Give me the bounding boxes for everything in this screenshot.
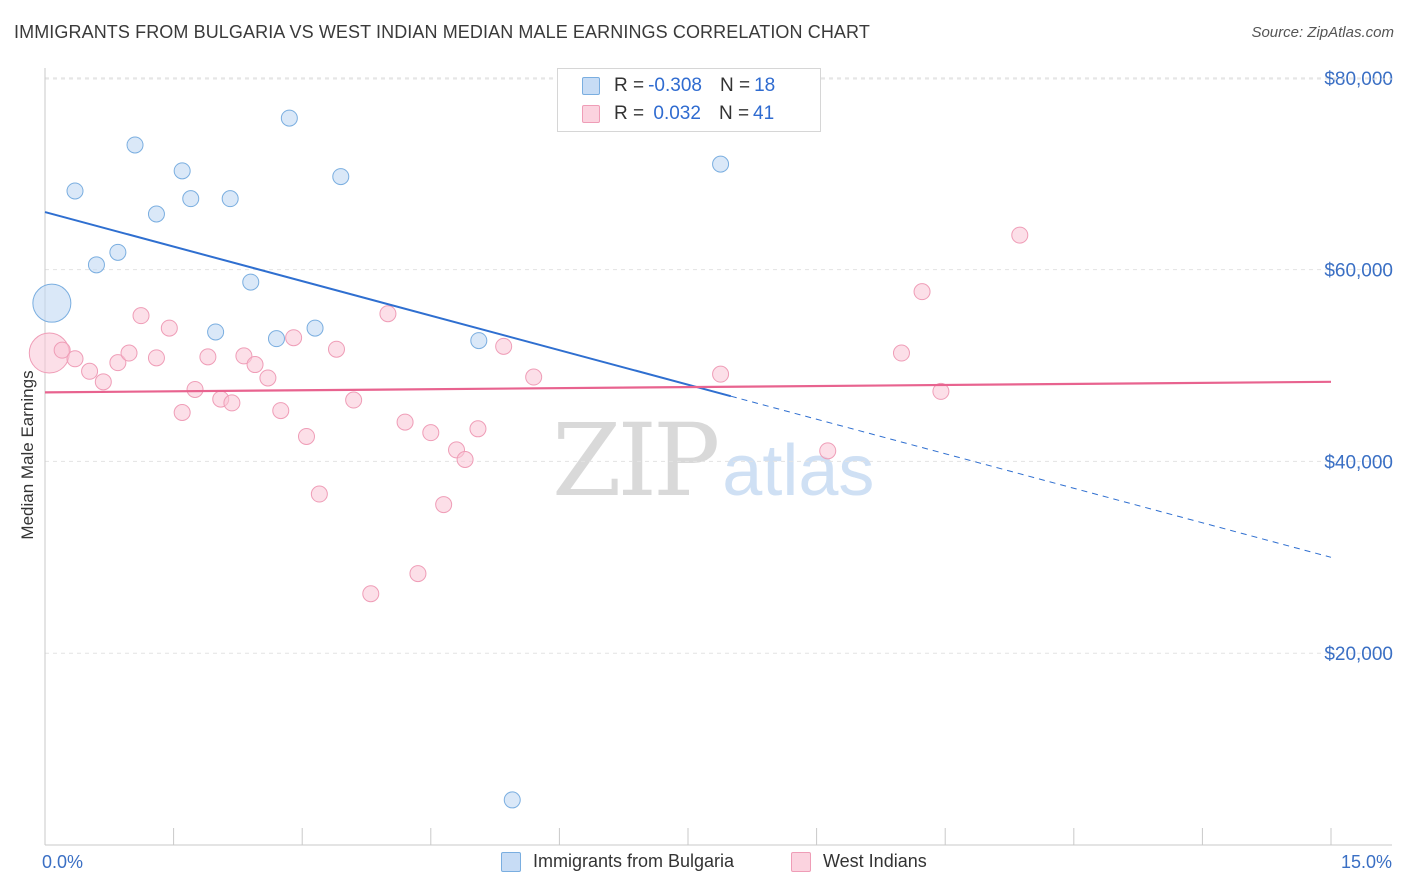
west-indians-point [379, 305, 397, 323]
bottom-legend-label: Immigrants from Bulgaria [533, 851, 735, 871]
west-indians-point [525, 368, 543, 386]
west-indians-point [422, 424, 440, 442]
bulgaria-point [267, 330, 285, 348]
west-indians-point [160, 319, 178, 337]
west-indians-point [199, 348, 217, 366]
legend-n-label: N = [719, 75, 751, 96]
bottom-legend-bulgaria: Immigrants from Bulgaria [501, 851, 734, 872]
x-axis-min-label: 0.0% [42, 852, 84, 872]
west-indians-point [120, 344, 138, 362]
bulgaria-point [503, 791, 521, 809]
correlation-legend: R = -0.308 N = 18 R = 0.032 N = 41 [557, 68, 821, 132]
west-indians-point [297, 427, 315, 445]
bulgaria-point [109, 243, 127, 261]
bulgaria-trend-extension [730, 395, 1332, 558]
bulgaria-point [66, 182, 84, 200]
legend-r-label: R = [614, 103, 645, 124]
west-indians-point [892, 344, 910, 362]
legend-row-bulgaria: R = -0.308 N = 18 [582, 73, 775, 99]
west-indians-point [285, 329, 303, 347]
west-indians-point [223, 394, 241, 412]
west-indians-point [819, 442, 837, 460]
west-indians-point [66, 350, 84, 368]
west-indians-point [396, 413, 414, 431]
west-indians-point [94, 373, 112, 391]
bulgaria-point [280, 109, 298, 127]
west-indians-point [81, 362, 99, 380]
bulgaria-point [207, 323, 225, 341]
bulgaria-point [470, 332, 488, 350]
west-indians-point [186, 380, 204, 398]
west-indians-point [132, 307, 150, 325]
west-indians-point [310, 485, 328, 503]
legend-r-value: 0.032 [648, 103, 701, 124]
legend-n-value: 18 [754, 75, 776, 96]
chart-title: IMMIGRANTS FROM BULGARIA VS WEST INDIAN … [14, 22, 870, 42]
bulgaria-point [712, 155, 730, 173]
west-indians-point [456, 450, 474, 468]
bulgaria-point [147, 205, 165, 223]
west-indians-point [173, 404, 191, 422]
west-indians-point [235, 347, 253, 365]
west-indians-trend-line [44, 380, 1332, 394]
west-indians-point [272, 402, 290, 420]
legend-r-label: R = [614, 75, 645, 96]
west-indians-point [435, 496, 453, 514]
west-indians-point [409, 565, 427, 583]
legend-n-value: 41 [753, 103, 775, 124]
bottom-legend-west-indians: West Indians [791, 851, 927, 872]
west-indians-point [1011, 226, 1029, 244]
west-indians-point [932, 382, 950, 400]
west-indians-point [246, 356, 264, 374]
bottom-legend-label: West Indians [823, 851, 927, 871]
x-axis-max-label: 15.0% [1340, 852, 1392, 872]
bulgaria-point [32, 283, 72, 323]
bulgaria-point [182, 190, 200, 208]
west-indians-point [362, 585, 380, 603]
bulgaria-point [221, 190, 239, 208]
west-indians-point [345, 391, 363, 409]
bulgaria-point [242, 273, 260, 291]
bulgaria-point [332, 168, 350, 186]
west-indians-point [259, 369, 277, 387]
legend-r-value: -0.308 [648, 75, 702, 96]
legend-n-label: N = [718, 103, 750, 124]
west-indians-point [469, 420, 487, 438]
legend-swatch-blue [582, 77, 600, 95]
west-indians-point [712, 365, 730, 383]
y-tick-label: $40,000 [1324, 452, 1393, 473]
west-indians-point [913, 283, 931, 301]
source-credit: Source: ZipAtlas.com [1251, 24, 1394, 41]
west-indians-point [495, 337, 513, 355]
y-tick-label: $20,000 [1324, 644, 1393, 665]
legend-swatch-pink [582, 105, 600, 123]
bulgaria-point [173, 162, 191, 180]
west-indians-point [53, 341, 71, 359]
y-tick-label: $60,000 [1324, 261, 1393, 282]
bulgaria-point [87, 256, 105, 274]
bulgaria-point [306, 319, 324, 337]
west-indians-point [327, 340, 345, 358]
west-indians-point [147, 349, 165, 367]
bottom-legend-swatch-pink [791, 851, 811, 872]
legend-row-west-indians: R = 0.032 N = 41 [582, 101, 774, 127]
bottom-legend-swatch-blue [501, 851, 521, 872]
bulgaria-trend-line [44, 211, 732, 398]
west-indians-point [109, 354, 127, 372]
bulgaria-point [126, 136, 144, 154]
